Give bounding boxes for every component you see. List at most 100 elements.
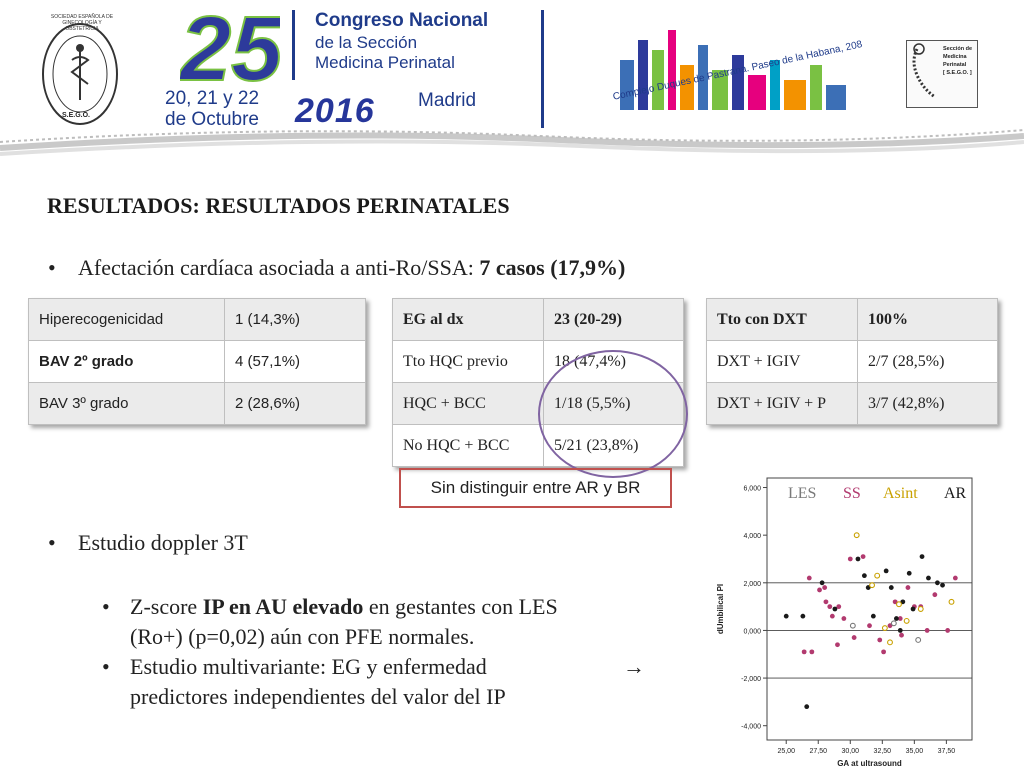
sego-seal-logo bbox=[42, 23, 118, 125]
table-cell: Hiperecogenicidad bbox=[28, 298, 225, 341]
table-cell: HQC + BCC bbox=[392, 382, 544, 425]
table-cell: BAV 3º grado bbox=[28, 382, 225, 425]
legend-asint: Asint bbox=[883, 485, 918, 502]
table-cell: 1 (14,3%) bbox=[224, 298, 366, 341]
bullet-cardiac-highlight: 7 casos (17,9%) bbox=[479, 255, 626, 280]
table-cell: No HQC + BCC bbox=[392, 424, 544, 467]
congress-subtitle: de la Sección Medicina Perinatal bbox=[315, 33, 455, 73]
data-point-ar bbox=[855, 556, 861, 562]
data-point-ar bbox=[910, 606, 916, 612]
bullet-cardiac: • Afectación cardíaca asociada a anti-Ro… bbox=[48, 255, 626, 281]
header-divider bbox=[292, 10, 295, 80]
table-cell: Tto con DXT bbox=[706, 298, 858, 341]
data-point-ar bbox=[800, 613, 806, 619]
legend-ss: SS bbox=[843, 485, 861, 502]
madrid-skyline-illustration bbox=[620, 30, 846, 110]
legend-les: LES bbox=[788, 485, 817, 502]
table-cell: BAV 2º grado bbox=[28, 340, 225, 383]
data-point-ar bbox=[906, 570, 912, 576]
perinatal-section-logo: Sección de Medicina Perinatal [ S.E.G.O.… bbox=[906, 40, 978, 108]
table-cell: DXT + IGIV bbox=[706, 340, 858, 383]
y-tick-label: 4,000 bbox=[743, 533, 761, 540]
y-tick-label: 6,000 bbox=[743, 486, 761, 493]
note-box: Sin distinguir entre AR y BR bbox=[399, 468, 672, 508]
data-point-ss bbox=[905, 585, 911, 590]
header-swoosh-decoration bbox=[0, 129, 1024, 156]
data-point-ss bbox=[867, 623, 872, 629]
scatter-chart: 6,000 4,000 2,000 0,000 -2,000 -4,000 25,00 27,… bbox=[716, 477, 973, 768]
data-point-ss bbox=[860, 554, 866, 559]
data-point-ss bbox=[827, 604, 833, 610]
y-tick-label: -4,000 bbox=[741, 724, 761, 731]
table-cell: 23 (20-29) bbox=[543, 298, 684, 341]
data-point-asint bbox=[887, 639, 893, 646]
congress-dates: 20, 21 y 22 de Octubre bbox=[165, 88, 259, 130]
y-tick-label: -2,000 bbox=[741, 676, 761, 683]
data-point-ss bbox=[924, 628, 930, 633]
data-point-asint bbox=[948, 598, 955, 605]
table-cell: EG al dx bbox=[392, 298, 544, 341]
multivariate-text-line2: predictores independientes del valor del… bbox=[130, 684, 506, 709]
data-point-ar bbox=[935, 580, 940, 586]
y-axis-label: dUmbilical PI bbox=[716, 584, 725, 634]
bullet-doppler: • Estudio doppler 3T bbox=[48, 530, 248, 556]
fetus-icon bbox=[912, 43, 936, 99]
table-cell: 4 (57,1%) bbox=[224, 340, 366, 383]
congress-subtitle-line1: de la Sección bbox=[315, 33, 418, 52]
data-point-ar bbox=[832, 606, 838, 612]
x-tick-label: 35,00 bbox=[906, 748, 924, 755]
data-point-ar bbox=[783, 613, 789, 619]
data-point-les bbox=[890, 620, 897, 627]
sego-seal-text: SOCIEDAD ESPAÑOLA DE GINECOLOGÍA Y OBSTE… bbox=[50, 14, 114, 32]
table-cell: Tto HQC previo bbox=[392, 340, 544, 383]
header-divider bbox=[541, 10, 544, 128]
data-point-ss bbox=[836, 604, 842, 610]
table-row: EG al dx 23 (20-29) bbox=[392, 298, 684, 341]
data-point-asint bbox=[917, 606, 924, 612]
table-row: Tto con DXT 100% bbox=[706, 298, 998, 341]
data-point-ss bbox=[822, 585, 828, 590]
arrow-right-icon: → bbox=[623, 654, 645, 679]
x-tick-label: 32,50 bbox=[874, 748, 892, 755]
data-point-ss bbox=[829, 613, 835, 619]
data-point-asint bbox=[853, 532, 860, 539]
table-row: DXT + IGIV + P 3/7 (42,8%) bbox=[706, 382, 998, 425]
perinatal-logo-text: Sección de Medicina Perinatal [ S.E.G.O.… bbox=[943, 45, 972, 77]
x-tick-label: 30,00 bbox=[842, 748, 860, 755]
data-point-ss bbox=[877, 637, 883, 643]
multivariate-text-line1: Estudio multivariante: EG y enfermedad bbox=[130, 654, 487, 679]
bullet-dot: • bbox=[102, 654, 110, 679]
bullet-dot: • bbox=[48, 255, 56, 280]
data-point-ss bbox=[823, 599, 829, 605]
data-point-asint bbox=[874, 572, 881, 579]
congress-year: 2016 bbox=[295, 92, 375, 130]
data-point-ar bbox=[861, 573, 867, 579]
data-point-ss bbox=[881, 649, 886, 655]
data-point-ss bbox=[809, 649, 815, 655]
dates-line2: de Octubre bbox=[165, 109, 259, 130]
data-point-ar bbox=[883, 568, 889, 574]
data-point-asint bbox=[896, 601, 902, 608]
table-row: Hiperecogenicidad 1 (14,3%) bbox=[28, 298, 366, 341]
table-cell: 2/7 (28,5%) bbox=[857, 340, 998, 383]
data-point-ss bbox=[806, 575, 812, 581]
table-cell: DXT + IGIV + P bbox=[706, 382, 858, 425]
data-point-ar bbox=[888, 585, 894, 590]
subbullet-zscore: • Z-score IP en AU elevado en gestantes … bbox=[102, 592, 558, 652]
perinatal-logo-line1: Sección de bbox=[943, 46, 973, 52]
x-tick-label: 27,50 bbox=[809, 748, 827, 755]
table-cell: 3/7 (42,8%) bbox=[857, 382, 998, 425]
table-cardiac-findings: Hiperecogenicidad 1 (14,3%) BAV 2º grado 4… bbox=[28, 298, 366, 425]
data-point-ss bbox=[841, 616, 847, 621]
data-point-ss bbox=[851, 635, 857, 640]
dates-line1: 20, 21 y 22 bbox=[165, 88, 260, 109]
zscore-text-post: en gestantes con LES bbox=[363, 594, 558, 619]
bullet-cardiac-text: Afectación cardíaca asociada a anti-Ro/S… bbox=[78, 255, 480, 280]
data-point-ss bbox=[899, 632, 904, 638]
data-point-ar bbox=[894, 616, 899, 621]
section-title: RESULTADOS: RESULTADOS PERINATALES bbox=[47, 193, 510, 218]
data-point-ss bbox=[952, 575, 958, 581]
table-cell: 2 (28,6%) bbox=[224, 382, 366, 425]
table-cell: 100% bbox=[857, 298, 998, 341]
data-point-les bbox=[915, 637, 922, 643]
